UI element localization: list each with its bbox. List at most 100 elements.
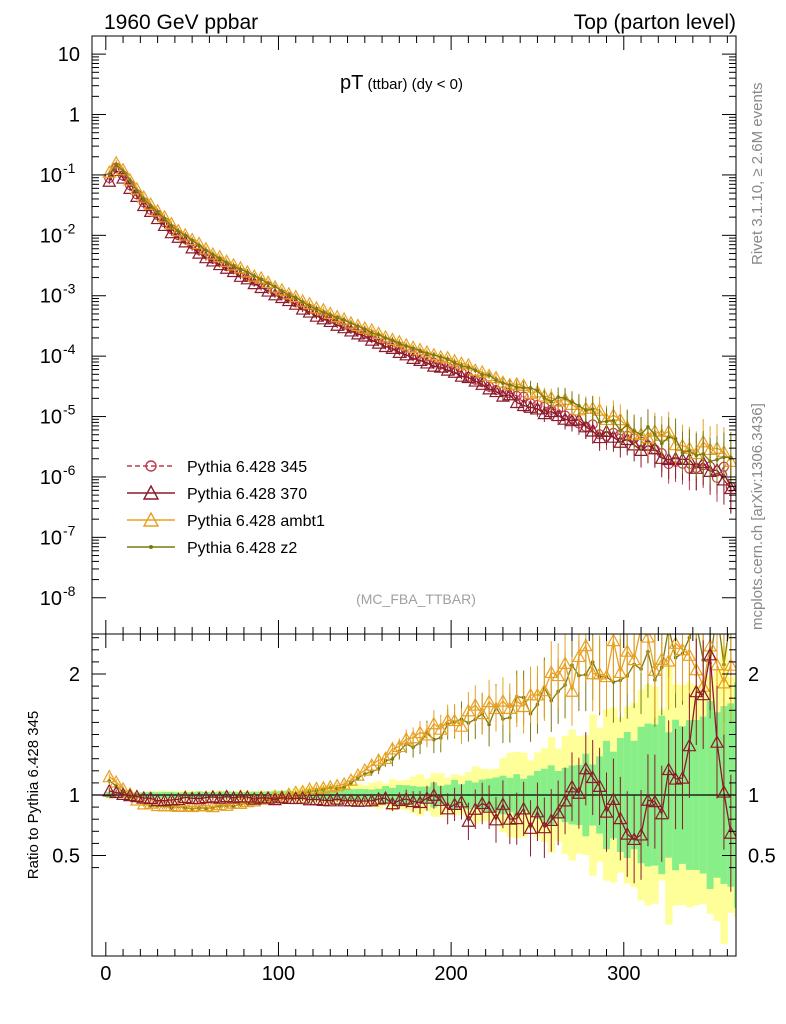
ratio-data-point xyxy=(544,813,559,827)
ratio-data-point xyxy=(413,795,428,809)
ratio-data-point xyxy=(295,790,310,804)
ratio-data-point xyxy=(667,626,671,630)
ratio-data-point xyxy=(654,806,669,820)
data-point xyxy=(252,274,257,278)
data-point xyxy=(328,313,333,317)
data-point xyxy=(211,252,215,257)
data-point xyxy=(466,365,471,370)
legend-label: Pythia 6.428 345 xyxy=(187,459,307,476)
ratio-data-point xyxy=(433,793,448,806)
ratio-data-point xyxy=(337,793,352,807)
main-data-layer xyxy=(102,155,736,514)
plot-title-sub: (ttbar) (dy < 0) xyxy=(363,76,463,93)
data-point xyxy=(445,357,450,362)
ratio-y-tick-label: 1 xyxy=(69,785,80,807)
ratio-data-point xyxy=(419,790,434,804)
ratio-data-point xyxy=(406,794,421,808)
ratio-data-point xyxy=(399,791,414,805)
ratio-data-point xyxy=(716,784,731,798)
y-tick-exponent: -2 xyxy=(63,220,76,236)
data-point xyxy=(583,408,588,413)
ratio-data-point xyxy=(509,693,524,707)
ratio-data-point xyxy=(599,804,614,818)
legend: Pythia 6.428 345 Pythia 6.428 370 Pythia 6… xyxy=(127,459,325,557)
data-point xyxy=(171,223,186,237)
ratio-data-point xyxy=(640,793,655,806)
data-point xyxy=(440,350,455,364)
legend-marker xyxy=(142,511,160,527)
ratio-panel: 0.5 0.5 1 1 2 2 Ratio to Pythia 6.428 345 xyxy=(25,615,776,957)
x-tick-label: 300 xyxy=(607,963,640,985)
ratio-data-point xyxy=(613,811,628,825)
data-point xyxy=(715,457,719,462)
legend-label: Pythia 6.428 370 xyxy=(187,486,307,503)
data-point xyxy=(468,362,483,376)
ratio-data-point xyxy=(523,821,538,834)
data-point xyxy=(404,344,409,348)
ratio-data-point xyxy=(178,790,193,804)
data-point xyxy=(371,326,386,339)
data-point xyxy=(722,455,726,460)
ratio-data-point xyxy=(716,675,731,689)
data-point xyxy=(454,368,469,382)
ratio-y-tick-label-right: 2 xyxy=(748,664,759,686)
ratio-data-point xyxy=(378,751,393,765)
data-point xyxy=(129,189,144,202)
series-line xyxy=(108,163,731,462)
ratio-data-point xyxy=(606,634,621,647)
ratio-data-point xyxy=(461,813,476,827)
data-point xyxy=(459,364,464,368)
data-point xyxy=(590,407,595,411)
data-point xyxy=(323,306,338,319)
data-point xyxy=(300,300,305,304)
data-point xyxy=(205,246,220,260)
data-point xyxy=(183,233,188,238)
ratio-data-point xyxy=(205,789,220,803)
data-point xyxy=(694,453,699,458)
data-point xyxy=(314,307,319,311)
data-point xyxy=(516,398,531,412)
data-point xyxy=(577,403,581,408)
header-right: Top (parton level) xyxy=(574,11,736,34)
watermark: (MC_FBA_TTBAR) xyxy=(356,591,476,607)
ratio-y-tick-label: 2 xyxy=(69,664,80,686)
data-point xyxy=(371,335,386,349)
data-point xyxy=(135,188,139,193)
ratio-y-tick-label-right: 0.5 xyxy=(748,846,776,868)
ratio-data-point xyxy=(675,642,690,656)
data-point xyxy=(150,203,165,217)
data-point xyxy=(219,261,234,274)
ratio-data-point xyxy=(729,615,733,619)
data-point xyxy=(128,178,132,182)
ratio-data-point xyxy=(627,832,642,846)
data-point xyxy=(288,296,303,310)
ratio-data-point xyxy=(599,669,614,683)
data-point xyxy=(438,355,443,359)
data-point xyxy=(542,396,547,400)
ratio-data-point xyxy=(302,792,317,806)
x-tick-label: 100 xyxy=(262,963,295,985)
data-point xyxy=(148,203,153,208)
ratio-data-point xyxy=(694,622,698,626)
data-point xyxy=(647,441,662,455)
y-tick-exponent: -8 xyxy=(63,583,76,599)
ratio-data-point xyxy=(454,718,469,732)
data-point xyxy=(280,289,284,293)
ratio-data-point xyxy=(185,791,200,804)
data-point xyxy=(425,351,429,356)
ratio-data-point xyxy=(143,791,158,804)
ratio-data-point xyxy=(558,793,573,807)
ratio-data-point xyxy=(530,687,545,701)
ratio-data-point xyxy=(551,805,566,819)
data-point xyxy=(480,372,484,377)
data-point xyxy=(107,172,112,176)
data-point xyxy=(385,341,400,354)
data-point xyxy=(687,449,692,453)
data-point xyxy=(530,401,545,415)
ratio-data-point xyxy=(703,647,718,661)
data-point xyxy=(343,315,358,329)
ratio-data-point xyxy=(378,790,393,804)
data-point xyxy=(440,362,455,376)
ratio-data-point xyxy=(419,727,434,741)
ratio-data-point xyxy=(495,797,510,810)
